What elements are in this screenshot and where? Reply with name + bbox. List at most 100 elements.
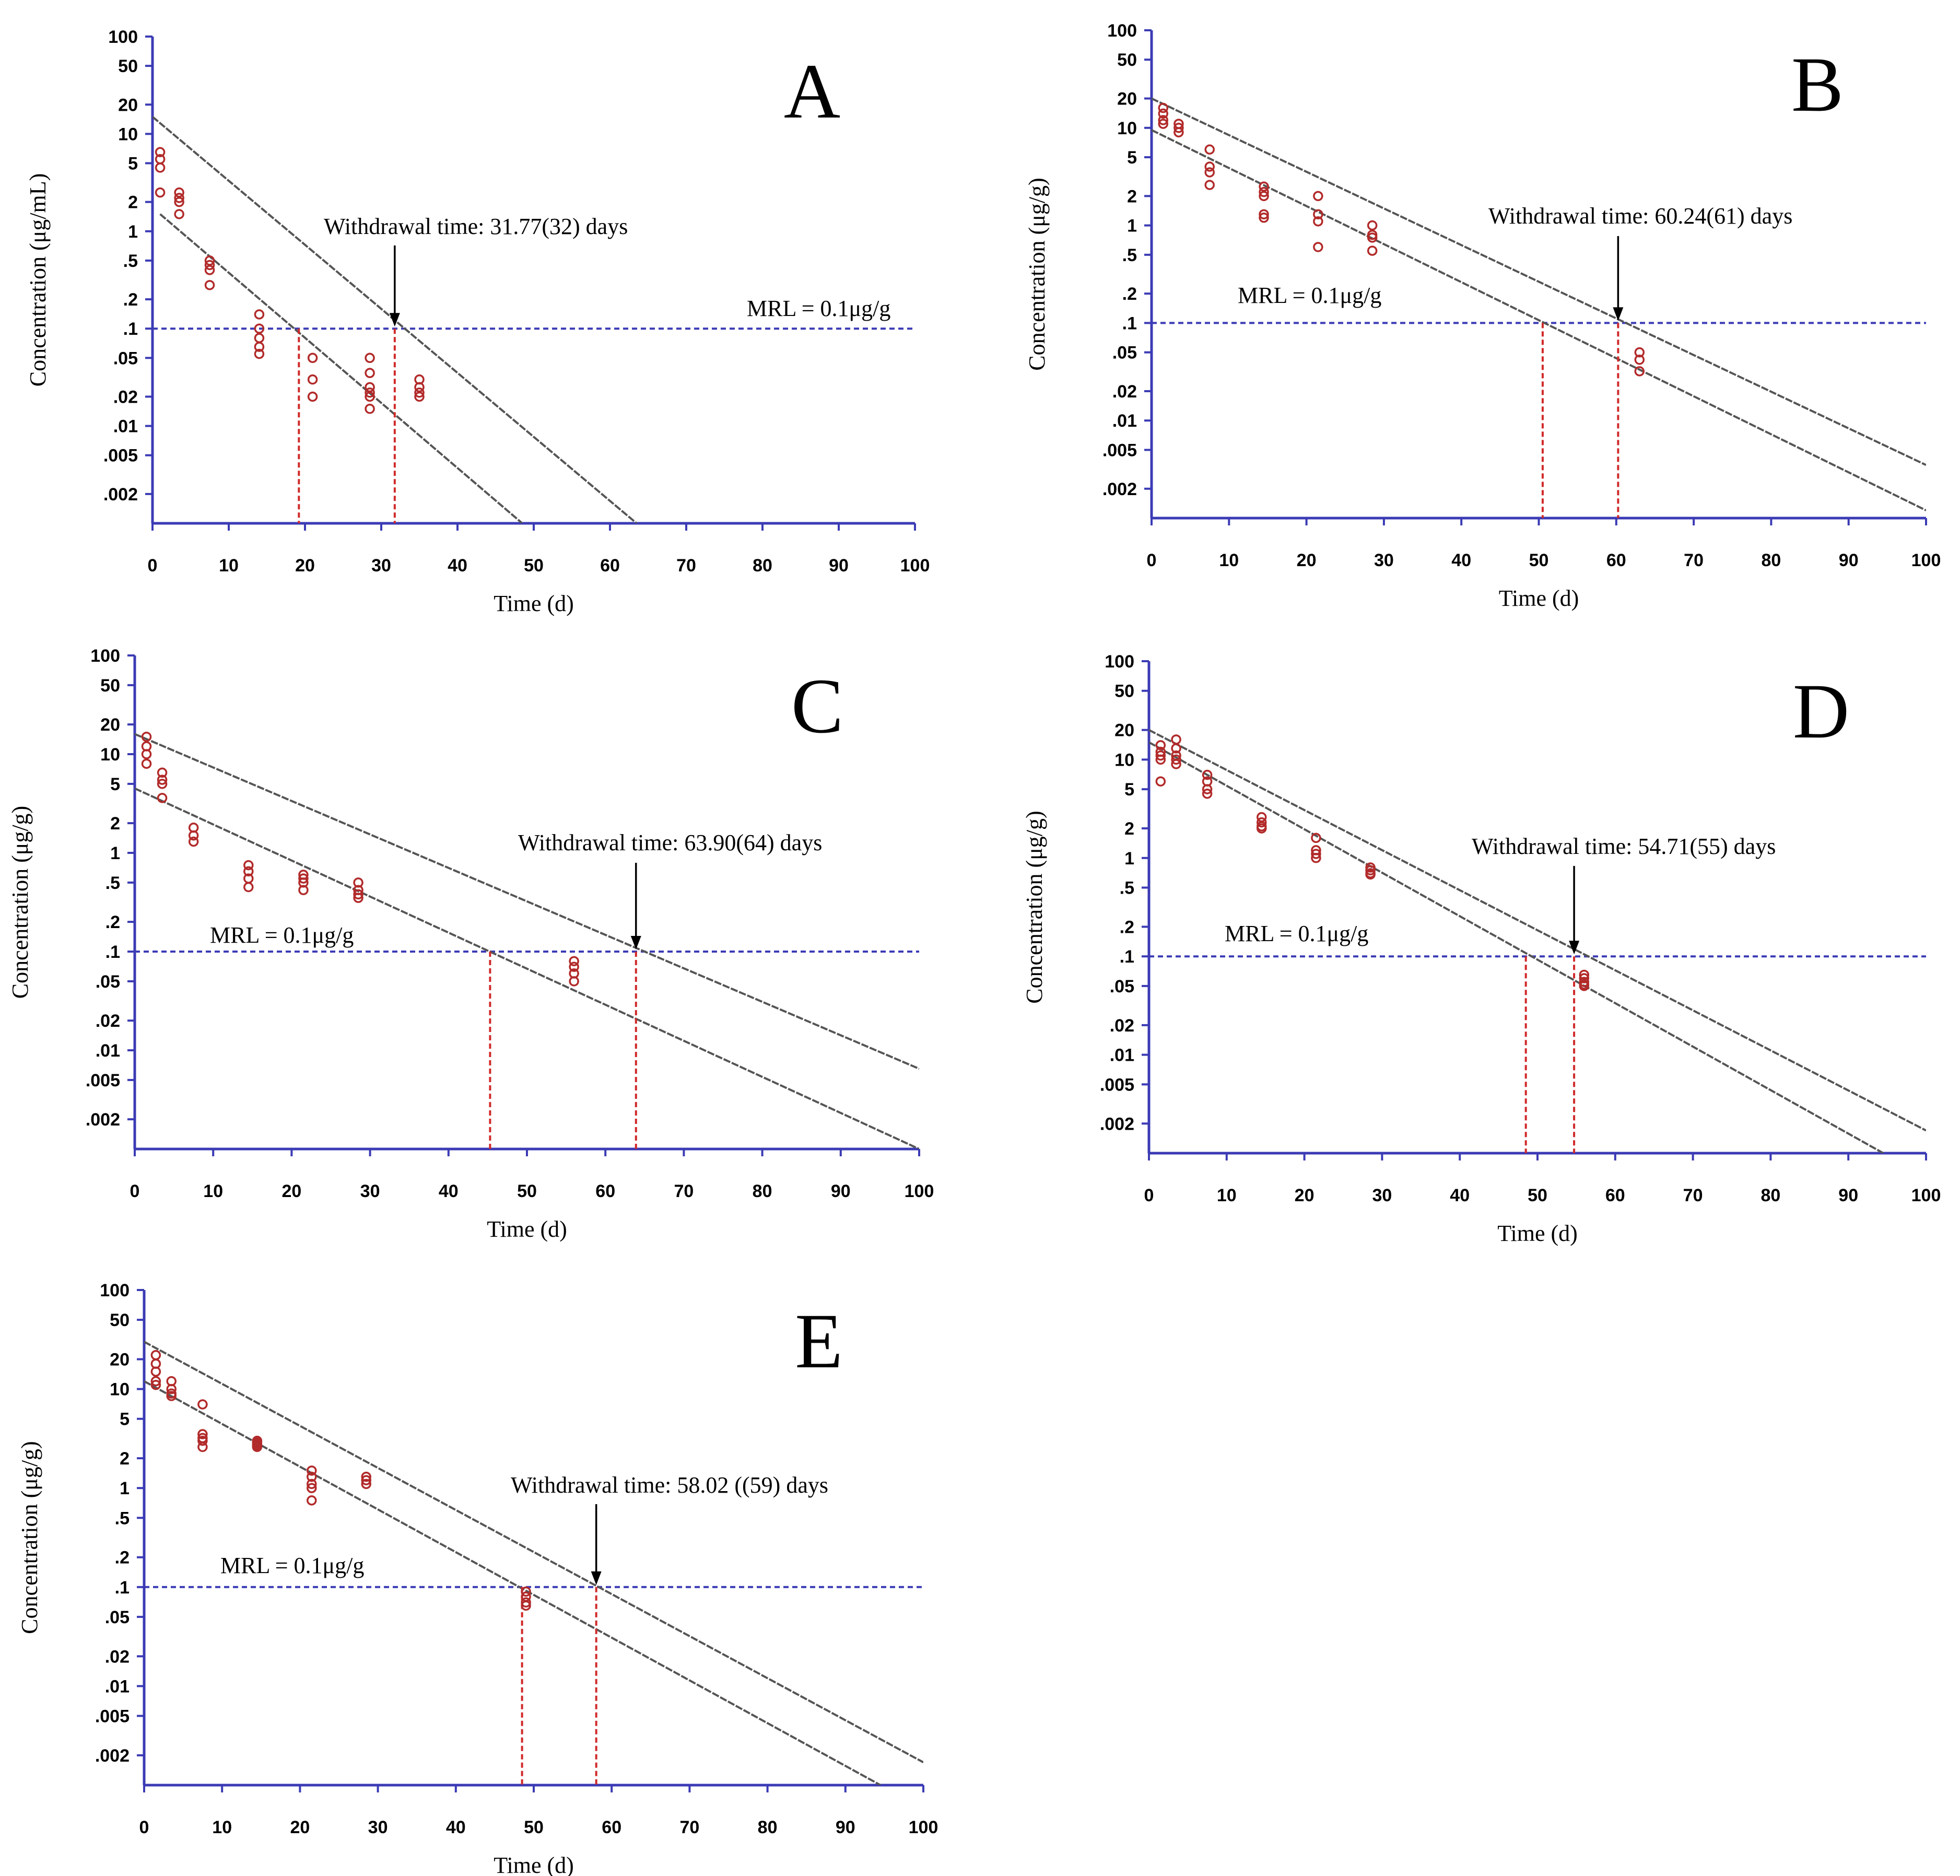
data-point bbox=[365, 388, 375, 398]
x-tick-label: 80 bbox=[758, 1818, 778, 1837]
data-point bbox=[307, 1495, 317, 1506]
x-tick-label: 90 bbox=[836, 1818, 855, 1837]
data-point bbox=[254, 342, 265, 352]
data-point bbox=[150, 1380, 161, 1390]
x-tick-label: 20 bbox=[295, 556, 315, 576]
x-tick-label: 60 bbox=[600, 556, 620, 576]
y-tick-label: .1 bbox=[105, 942, 120, 962]
data-point bbox=[414, 391, 425, 402]
data-point bbox=[1579, 981, 1590, 991]
x-tick-label: 10 bbox=[212, 1818, 232, 1837]
y-tick-label: 5 bbox=[128, 154, 138, 174]
data-point bbox=[1155, 776, 1166, 787]
y-axis-title: Concentration (μg/g) bbox=[17, 1441, 42, 1634]
x-tick-label: 70 bbox=[674, 1181, 694, 1201]
data-point bbox=[1158, 102, 1168, 113]
y-tick-label: .02 bbox=[1112, 382, 1137, 402]
x-tick-label: 50 bbox=[524, 1818, 544, 1837]
y-tick-label: 10 bbox=[110, 1380, 130, 1400]
x-tick-label: 10 bbox=[1219, 550, 1239, 570]
data-point bbox=[365, 391, 375, 402]
y-tick-label: .002 bbox=[95, 1746, 130, 1766]
tolerance-limit-line bbox=[1152, 97, 1926, 466]
data-point bbox=[197, 1429, 208, 1439]
x-tick-label: 60 bbox=[595, 1181, 615, 1201]
y-tick-label: .1 bbox=[1122, 313, 1137, 333]
y-tick-label: 20 bbox=[118, 95, 138, 115]
data-point bbox=[197, 1435, 208, 1446]
data-point bbox=[414, 382, 425, 393]
withdrawal-arrow-head bbox=[1613, 307, 1624, 321]
data-point bbox=[521, 1597, 531, 1608]
data-point bbox=[157, 767, 168, 778]
y-tick-label: .5 bbox=[115, 1508, 130, 1528]
data-point bbox=[1155, 740, 1166, 751]
x-tick-label: 70 bbox=[1683, 1186, 1703, 1205]
data-point bbox=[1579, 969, 1590, 980]
data-point bbox=[1259, 213, 1269, 223]
y-tick-label: 50 bbox=[100, 676, 120, 696]
data-point bbox=[1257, 817, 1267, 828]
tolerance-limit-line bbox=[1149, 729, 1926, 1132]
y-tick-label: .002 bbox=[1100, 1114, 1134, 1134]
withdrawal-time-label: Withdrawal time: 31.77(32) days bbox=[324, 214, 628, 239]
data-point bbox=[1202, 769, 1213, 780]
x-tick-label: 10 bbox=[219, 556, 239, 576]
y-tick-label: .01 bbox=[105, 1676, 130, 1696]
y-tick-label: .5 bbox=[1122, 245, 1137, 265]
data-point bbox=[1259, 186, 1269, 197]
data-point bbox=[155, 187, 166, 198]
withdrawal-time-label: Withdrawal time: 58.02 ((59) days bbox=[511, 1472, 828, 1498]
data-point bbox=[361, 1479, 371, 1490]
mrl-label: MRL = 0.1μg/g bbox=[1225, 921, 1368, 946]
x-tick-label: 40 bbox=[439, 1181, 459, 1201]
data-point bbox=[157, 775, 168, 785]
y-tick-label: 5 bbox=[1127, 148, 1137, 168]
x-tick-label: 0 bbox=[139, 1818, 149, 1837]
panel-letter: A bbox=[784, 48, 840, 135]
data-point bbox=[1204, 161, 1215, 172]
x-tick-label: 100 bbox=[909, 1818, 938, 1837]
x-axis-title: Time (d) bbox=[494, 591, 574, 616]
data-point bbox=[521, 1586, 531, 1597]
mrl-label: MRL = 0.1μg/g bbox=[210, 922, 354, 948]
y-tick-label: .2 bbox=[105, 912, 120, 932]
x-tick-label: 20 bbox=[290, 1818, 310, 1837]
y-tick-label: .005 bbox=[86, 1071, 120, 1091]
data-point bbox=[197, 1441, 208, 1452]
regression-line bbox=[144, 1380, 881, 1785]
y-tick-label: .2 bbox=[1120, 917, 1134, 937]
data-point bbox=[1634, 355, 1645, 365]
data-point bbox=[361, 1471, 371, 1482]
data-point bbox=[174, 187, 184, 198]
data-point bbox=[252, 1441, 263, 1452]
data-point bbox=[1173, 127, 1184, 138]
x-tick-label: 100 bbox=[905, 1181, 934, 1201]
x-tick-label: 20 bbox=[1295, 1186, 1315, 1205]
x-tick-label: 50 bbox=[524, 556, 544, 576]
data-point bbox=[166, 1383, 177, 1394]
y-tick-label: .05 bbox=[1112, 343, 1137, 363]
withdrawal-time-label: Withdrawal time: 54.71(55) days bbox=[1472, 834, 1776, 859]
data-point bbox=[188, 830, 199, 841]
data-point bbox=[298, 885, 309, 895]
data-point bbox=[1259, 181, 1269, 192]
data-point bbox=[307, 353, 318, 364]
data-point bbox=[1367, 245, 1378, 256]
panel-letter: D bbox=[1793, 668, 1849, 755]
y-tick-label: 10 bbox=[118, 124, 138, 144]
y-tick-label: .1 bbox=[1120, 947, 1134, 967]
data-point bbox=[150, 1376, 161, 1387]
y-tick-label: .01 bbox=[96, 1041, 120, 1061]
data-point bbox=[1202, 788, 1213, 799]
data-point bbox=[1171, 759, 1181, 769]
data-point bbox=[1155, 754, 1166, 765]
regression-line bbox=[135, 787, 919, 1149]
y-tick-label: 1 bbox=[1124, 849, 1134, 869]
data-point bbox=[1634, 366, 1645, 377]
data-point bbox=[1311, 833, 1321, 843]
x-tick-label: 60 bbox=[1605, 1186, 1625, 1205]
data-point bbox=[1259, 191, 1269, 202]
panel-a: 100 50 20 10 5 2 1 .5 .2 .1 .05 .02 .01 .005 .002 0 10 20… bbox=[25, 27, 930, 616]
